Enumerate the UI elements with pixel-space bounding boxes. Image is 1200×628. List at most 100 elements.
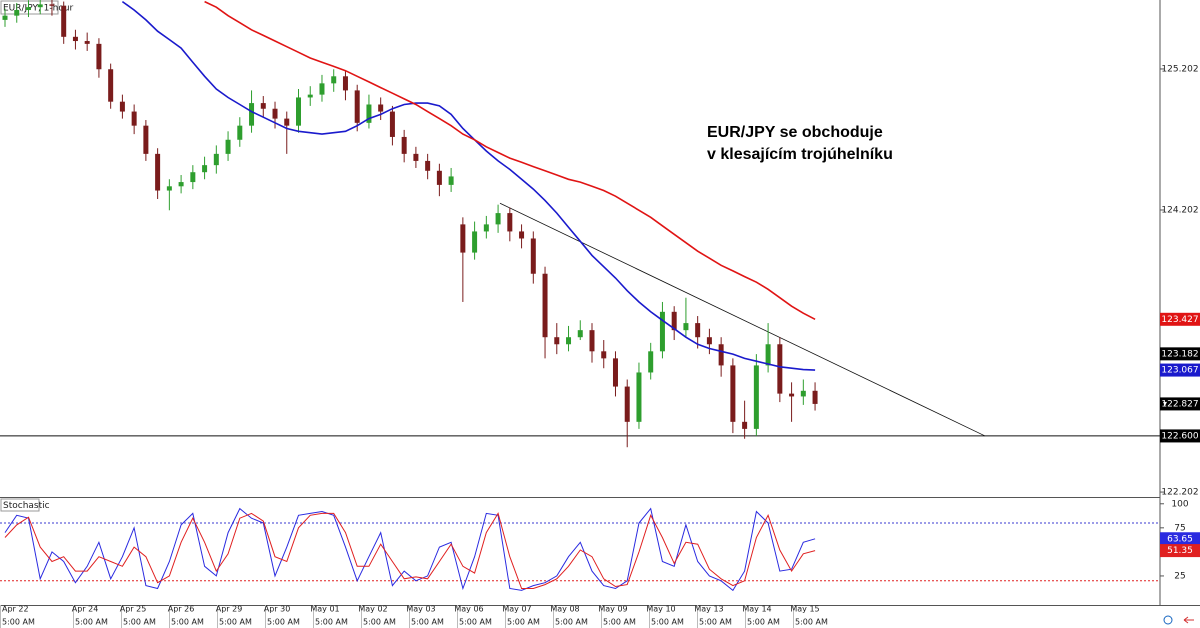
candle-body bbox=[507, 213, 513, 232]
candle-body bbox=[366, 104, 372, 123]
candle-body bbox=[413, 153, 419, 161]
stoch-tick-label: 100 bbox=[1171, 499, 1188, 509]
candle-body bbox=[272, 108, 278, 119]
candle-body bbox=[812, 390, 818, 404]
candle-body bbox=[519, 231, 525, 239]
candle-body bbox=[354, 90, 360, 123]
price-tag-label: 122.827 bbox=[1161, 399, 1198, 409]
candle-body bbox=[190, 172, 196, 183]
candle-body bbox=[566, 337, 572, 345]
last-price-marker bbox=[1163, 401, 1167, 406]
x-tick-label: May 06 bbox=[454, 605, 483, 614]
candle-body bbox=[108, 69, 114, 102]
candle-body bbox=[331, 76, 337, 84]
candle-body bbox=[25, 7, 31, 11]
x-time-label: 5:00 AM bbox=[555, 618, 588, 627]
x-tick-label: Apr 22 bbox=[2, 605, 29, 614]
price-tag bbox=[1160, 544, 1200, 558]
candle-body bbox=[425, 160, 431, 171]
candle-body bbox=[296, 97, 301, 126]
y-tick-label: 124.202 bbox=[1161, 205, 1198, 215]
x-time-label: 5:00 AM bbox=[459, 618, 492, 627]
x-tick-label: May 09 bbox=[598, 605, 627, 614]
price-tag-label: 123.427 bbox=[1161, 315, 1198, 325]
x-tick-label: May 08 bbox=[550, 605, 579, 614]
candle-body bbox=[155, 153, 161, 191]
x-tick-label: May 15 bbox=[790, 605, 819, 614]
price-tag-label: 123.067 bbox=[1161, 366, 1198, 376]
price-tag bbox=[1160, 363, 1200, 377]
candle-body bbox=[542, 273, 548, 338]
candle-body bbox=[143, 125, 149, 154]
candle-body bbox=[659, 311, 665, 352]
candle-body bbox=[284, 118, 290, 126]
candle-body bbox=[49, 4, 55, 6]
x-time-label: 5:00 AM bbox=[603, 618, 636, 627]
stoch-tick-label: 75 bbox=[1174, 523, 1185, 533]
candle-body bbox=[84, 41, 90, 44]
x-tick-label: May 07 bbox=[502, 605, 531, 614]
stochastic-title: Stochastic bbox=[3, 501, 50, 511]
candle-body bbox=[671, 311, 677, 331]
stoch-tick-label: 25 bbox=[1174, 571, 1185, 581]
price-tag bbox=[1160, 429, 1200, 443]
candle-body bbox=[683, 323, 689, 331]
candle-body bbox=[166, 186, 172, 191]
price-tag bbox=[1160, 347, 1200, 361]
candle-body bbox=[2, 15, 8, 20]
x-tick-label: May 02 bbox=[358, 605, 387, 614]
candle-body bbox=[789, 393, 795, 397]
moving-average bbox=[204, 0, 816, 321]
arrow-icon bbox=[1183, 616, 1194, 624]
candle-body bbox=[37, 4, 43, 8]
y-tick-label: 125.202 bbox=[1161, 64, 1198, 74]
candle-body bbox=[624, 386, 630, 422]
x-tick-label: Apr 30 bbox=[264, 605, 291, 614]
price-tag-label: 123.182 bbox=[1161, 349, 1198, 359]
x-time-label: 5:00 AM bbox=[507, 618, 540, 627]
candle-body bbox=[636, 372, 642, 422]
candle-body bbox=[131, 111, 137, 126]
y-tick-label: 122.202 bbox=[1161, 488, 1198, 498]
candle-body bbox=[307, 94, 313, 98]
candle-body bbox=[460, 224, 466, 253]
x-time-label: 5:00 AM bbox=[315, 618, 348, 627]
x-tick-label: Apr 29 bbox=[216, 605, 243, 614]
price-tag bbox=[1160, 532, 1200, 546]
candle-body bbox=[225, 139, 231, 154]
candle-body bbox=[765, 344, 771, 366]
candle-body bbox=[706, 337, 712, 345]
candle-body bbox=[213, 153, 219, 166]
x-tick-label: Apr 25 bbox=[120, 605, 147, 614]
x-tick-label: May 13 bbox=[694, 605, 723, 614]
price-tag-label: 51.35 bbox=[1167, 546, 1193, 556]
candle-body bbox=[495, 213, 501, 225]
toolbar-icons bbox=[1163, 615, 1194, 625]
x-time-label: 5:00 AM bbox=[219, 618, 252, 627]
price-tag-label: 63.65 bbox=[1167, 534, 1193, 544]
x-time-label: 5:00 AM bbox=[651, 618, 684, 627]
candle-body bbox=[436, 170, 442, 185]
moving-average bbox=[121, 0, 816, 371]
stochastic-line bbox=[4, 507, 816, 592]
x-tick-label: May 03 bbox=[406, 605, 435, 614]
candle-body bbox=[342, 76, 348, 91]
stochastic-title-box bbox=[0, 498, 40, 512]
x-time-label: 5:00 AM bbox=[699, 618, 732, 627]
candle-body bbox=[260, 103, 266, 109]
annotation: EUR/JPY se obchoduje bbox=[707, 124, 883, 141]
candle-body bbox=[237, 125, 243, 140]
x-time-label: 5:00 AM bbox=[747, 618, 780, 627]
candle-body bbox=[718, 344, 724, 366]
x-tick-label: May 10 bbox=[646, 605, 675, 614]
candle-body bbox=[119, 101, 125, 112]
candle-body bbox=[448, 176, 454, 185]
x-time-label: 5:00 AM bbox=[795, 618, 828, 627]
candle-body bbox=[72, 36, 78, 42]
candle-body bbox=[777, 344, 783, 394]
x-tick-label: Apr 24 bbox=[72, 605, 99, 614]
candle-body bbox=[96, 43, 102, 70]
candle-body bbox=[577, 330, 583, 338]
candle-body bbox=[730, 365, 736, 422]
